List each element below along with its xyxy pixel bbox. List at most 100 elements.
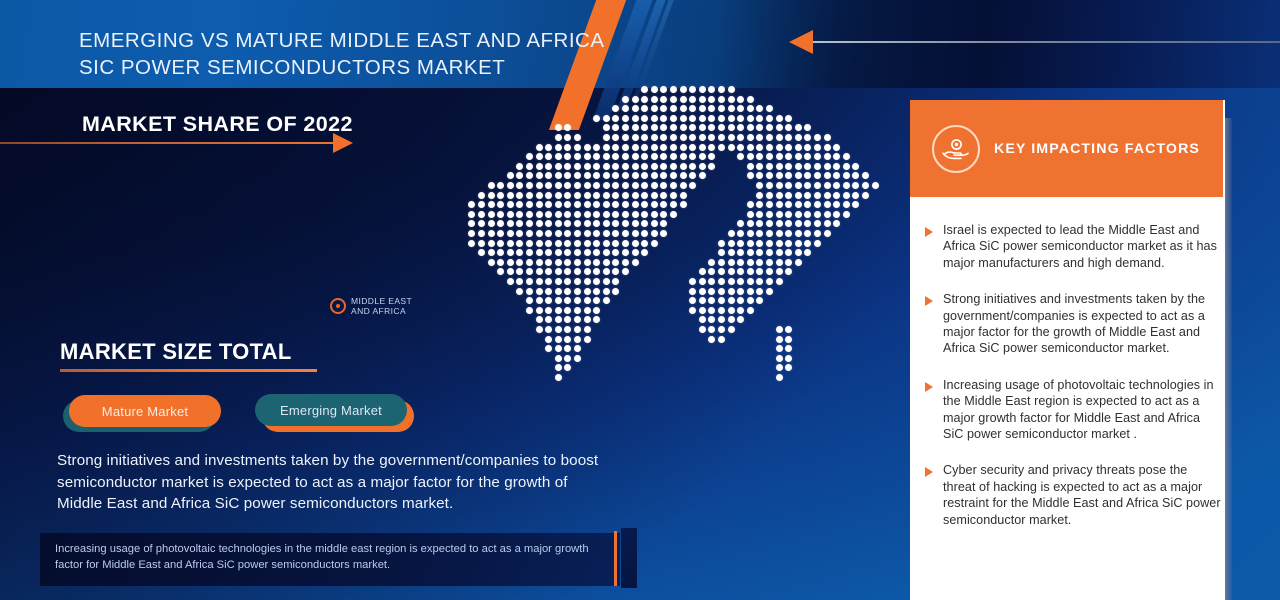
map-dot <box>794 124 802 132</box>
map-dot <box>708 278 716 285</box>
map-dot <box>746 153 754 161</box>
map-dot <box>545 297 553 305</box>
map-dot <box>641 105 649 113</box>
map-dot <box>737 297 745 305</box>
map-dot <box>497 201 505 209</box>
map-dot <box>506 191 514 199</box>
map-dot <box>593 239 601 247</box>
map-dot <box>756 134 764 141</box>
map-dot <box>535 172 543 180</box>
map-dot <box>631 162 639 170</box>
map-dot <box>506 239 514 247</box>
map-dot <box>794 182 802 189</box>
map-dot <box>814 220 821 228</box>
map-dot <box>785 326 793 333</box>
map-dot <box>756 210 764 218</box>
map-dot <box>785 191 793 199</box>
map-dot <box>506 172 514 180</box>
map-dot <box>631 124 639 132</box>
map-dot <box>689 153 697 161</box>
map-dot <box>679 162 687 170</box>
map-dot <box>574 326 581 333</box>
map-dot <box>794 134 802 141</box>
map-dot <box>554 354 562 362</box>
map-marker-middle-east-africa: MIDDLE EAST AND AFRICA <box>330 296 412 316</box>
arrow-right-icon <box>333 133 353 153</box>
map-dot <box>593 191 601 199</box>
map-dot <box>564 354 572 362</box>
map-dot <box>545 239 553 247</box>
map-dot <box>468 201 476 209</box>
map-dot <box>487 182 495 189</box>
map-dot <box>516 258 524 266</box>
map-dot <box>737 268 745 276</box>
map-dot <box>535 278 543 285</box>
map-dot <box>478 230 485 237</box>
map-dot <box>746 278 754 285</box>
map-dot <box>612 201 620 209</box>
map-dot <box>631 172 639 180</box>
map-dot <box>526 306 533 314</box>
map-dot <box>583 162 591 170</box>
map-dot <box>554 335 562 343</box>
legend-emerging-market[interactable]: Emerging Market <box>255 394 407 426</box>
map-dot <box>689 105 697 113</box>
map-dot <box>756 153 764 161</box>
map-dot <box>478 249 485 257</box>
map-dot <box>622 105 629 113</box>
map-dot <box>766 210 773 218</box>
map-dot <box>679 153 687 161</box>
map-dot <box>775 220 783 228</box>
map-dot <box>785 268 793 276</box>
map-dot <box>641 172 649 180</box>
map-dot <box>660 230 668 237</box>
map-dot <box>852 172 860 180</box>
map-dot <box>775 210 783 218</box>
map-dot <box>766 182 773 189</box>
map-dot <box>650 162 658 170</box>
map-dot <box>602 134 610 141</box>
map-dot <box>593 220 601 228</box>
map-dot <box>506 268 514 276</box>
map-dot <box>746 297 754 305</box>
map-dot <box>737 306 745 314</box>
map-dot <box>785 162 793 170</box>
map-dot <box>670 124 677 132</box>
map-dot <box>727 287 735 295</box>
map-dot <box>545 345 553 353</box>
map-dot <box>593 287 601 295</box>
map-dot <box>478 220 485 228</box>
map-dot <box>689 297 697 305</box>
map-dot <box>679 191 687 199</box>
map-dot <box>554 364 562 372</box>
map-dot <box>718 239 725 247</box>
map-dot <box>564 191 572 199</box>
legend-mature-market[interactable]: Mature Market <box>69 395 221 427</box>
map-dot <box>516 239 524 247</box>
map-dot <box>660 182 668 189</box>
map-dot <box>612 191 620 199</box>
map-dot <box>670 105 677 113</box>
map-dot <box>650 143 658 151</box>
map-dot <box>650 172 658 180</box>
map-dot <box>718 134 725 141</box>
map-dot <box>593 258 601 266</box>
map-dot <box>497 268 505 276</box>
map-dot <box>718 278 725 285</box>
map-dot <box>823 172 831 180</box>
list-item: Increasing usage of photovoltaic technol… <box>925 377 1221 443</box>
map-dot <box>775 258 783 266</box>
map-dot <box>708 316 716 324</box>
map-dot <box>679 105 687 113</box>
map-dot <box>785 143 793 151</box>
map-dot <box>564 182 572 189</box>
map-dot <box>814 153 821 161</box>
map-dot <box>785 249 793 257</box>
map-dot <box>814 201 821 209</box>
map-dot <box>535 191 543 199</box>
map-dot <box>737 249 745 257</box>
map-dot <box>718 105 725 113</box>
map-dot <box>756 287 764 295</box>
map-dot <box>698 278 706 285</box>
map-dot <box>670 182 677 189</box>
